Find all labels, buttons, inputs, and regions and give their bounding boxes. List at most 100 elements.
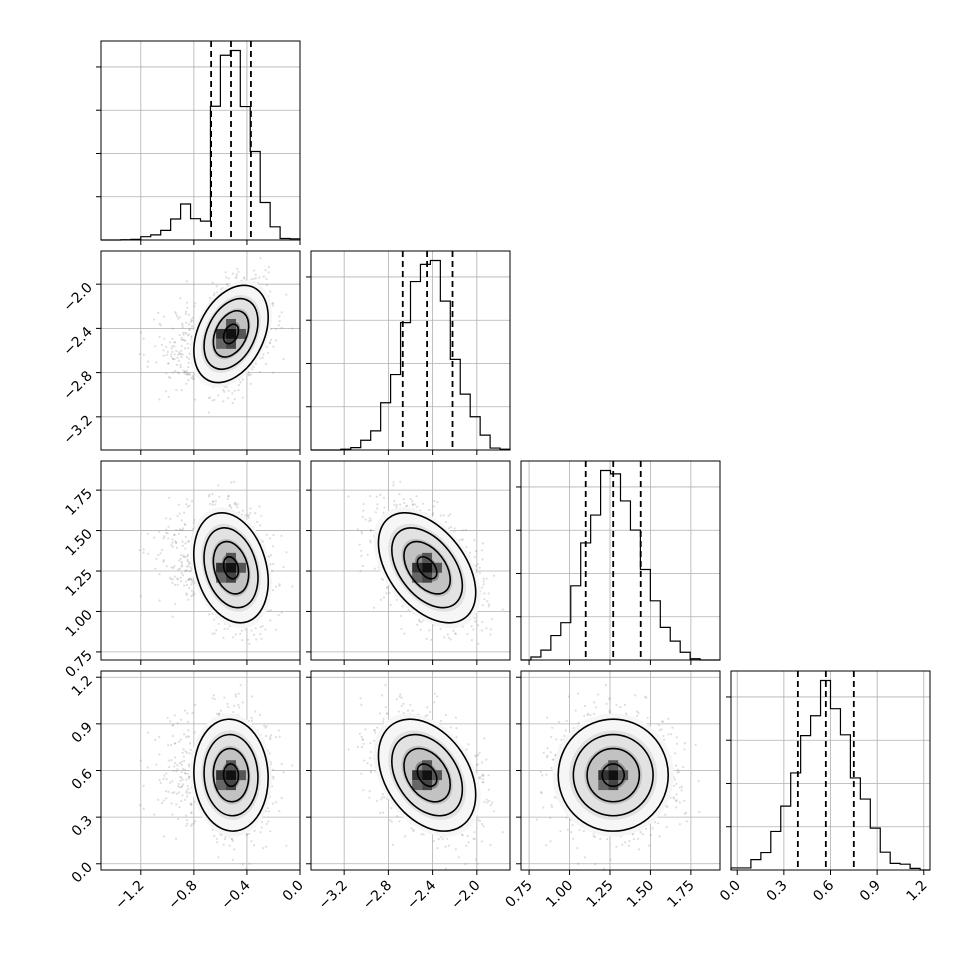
sample-point xyxy=(269,537,272,540)
sample-point xyxy=(251,368,254,371)
sample-point xyxy=(170,743,173,747)
sample-point xyxy=(415,495,418,498)
sample-point xyxy=(211,281,214,284)
sample-point xyxy=(213,292,216,295)
sample-point xyxy=(185,280,188,283)
sample-point xyxy=(192,375,195,378)
sample-point xyxy=(180,554,183,557)
sample-point xyxy=(183,570,187,573)
sample-point xyxy=(167,362,170,365)
sample-point xyxy=(187,313,190,316)
sample-point xyxy=(280,326,283,329)
sample-point xyxy=(186,342,189,345)
sample-point xyxy=(180,562,183,565)
sample-point xyxy=(158,530,161,533)
sample-point xyxy=(185,369,188,372)
sample-point xyxy=(226,627,229,630)
sample-point xyxy=(182,333,185,336)
sample-point xyxy=(173,345,176,348)
sample-point xyxy=(416,623,419,626)
sample-point xyxy=(481,604,484,607)
sample-point xyxy=(379,598,383,601)
sample-point xyxy=(189,570,192,573)
sample-point xyxy=(449,526,452,529)
sample-point xyxy=(173,533,176,537)
sample-point xyxy=(272,304,275,307)
sample-point xyxy=(217,622,220,625)
sample-point xyxy=(191,581,194,584)
sample-point xyxy=(186,306,189,309)
sample-point xyxy=(233,480,236,483)
sample-point xyxy=(239,381,242,384)
sample-point xyxy=(360,532,363,535)
sample-point xyxy=(491,618,494,621)
sample-point xyxy=(278,320,281,323)
sample-point xyxy=(180,349,183,352)
sample-point xyxy=(250,629,253,632)
sample-point xyxy=(165,353,168,357)
sample-point xyxy=(180,344,183,347)
sample-point xyxy=(188,373,192,376)
sample-point xyxy=(272,371,275,374)
sample-point xyxy=(399,480,402,483)
sample-point xyxy=(432,512,435,515)
density-cell xyxy=(412,572,423,583)
sample-point xyxy=(282,566,285,569)
sample-point xyxy=(185,321,188,324)
sample-point xyxy=(267,271,270,274)
sample-point xyxy=(186,301,189,304)
sample-point xyxy=(207,397,210,400)
sample-point xyxy=(211,501,214,504)
sample-point xyxy=(192,591,195,594)
sample-point xyxy=(179,297,182,300)
density-cell xyxy=(226,562,236,573)
sample-point xyxy=(278,583,281,586)
sample-point xyxy=(266,351,270,354)
sample-point xyxy=(230,481,233,484)
sample-point xyxy=(382,578,385,581)
sample-point xyxy=(194,703,197,707)
sample-point xyxy=(183,347,187,350)
sample-point xyxy=(244,628,247,631)
sample-point xyxy=(138,549,141,552)
sample-point xyxy=(411,500,414,503)
sample-point xyxy=(213,398,216,401)
sample-point xyxy=(399,503,402,506)
sample-point xyxy=(190,325,194,328)
sample-point xyxy=(250,278,253,281)
sample-point xyxy=(474,620,477,623)
sample-point xyxy=(176,314,179,318)
sample-point xyxy=(171,371,174,374)
sample-point xyxy=(442,514,445,517)
sample-point xyxy=(433,500,436,503)
sample-point xyxy=(233,398,236,401)
sample-point xyxy=(189,577,192,580)
sample-point xyxy=(259,632,262,636)
sample-point xyxy=(264,269,267,272)
sample-point xyxy=(186,371,189,374)
sample-point xyxy=(248,642,251,646)
sample-point xyxy=(444,520,447,524)
sample-point xyxy=(241,701,244,704)
sample-point xyxy=(181,322,184,325)
sample-point xyxy=(366,553,369,557)
sample-point xyxy=(187,366,190,369)
sample-point xyxy=(231,392,234,395)
sample-point xyxy=(428,508,431,511)
sample-point xyxy=(249,512,252,515)
sample-point xyxy=(171,345,174,348)
sample-point xyxy=(186,373,189,376)
sample-point xyxy=(241,378,244,381)
sample-point xyxy=(155,557,158,560)
sample-point xyxy=(280,534,283,538)
sample-point xyxy=(245,867,248,870)
sample-point xyxy=(159,552,162,555)
sample-point xyxy=(158,398,161,401)
sample-point xyxy=(180,336,183,339)
sample-point xyxy=(247,374,250,377)
sample-point xyxy=(226,497,229,501)
sample-point xyxy=(181,540,184,543)
sample-point xyxy=(464,528,467,532)
sample-point xyxy=(271,589,275,592)
sample-point xyxy=(252,277,255,281)
